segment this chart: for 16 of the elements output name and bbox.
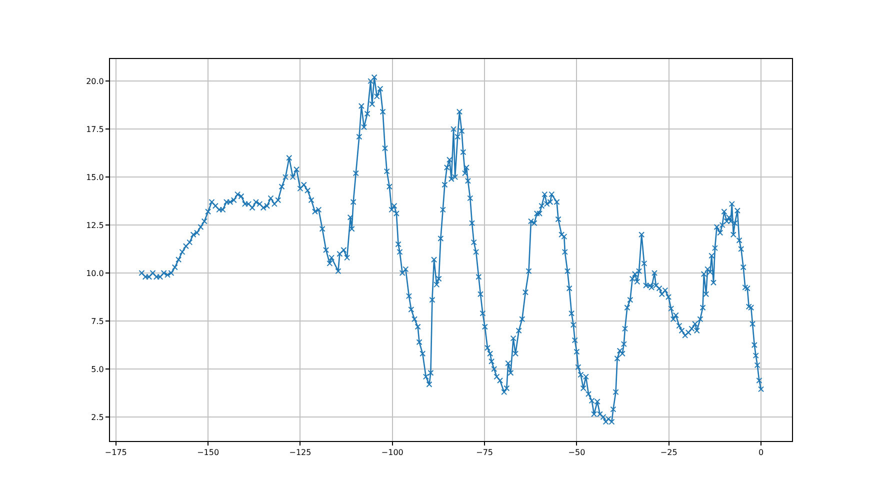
x-tick-label: −25 (660, 448, 678, 458)
x-tick-label: 0 (758, 448, 764, 458)
x-tick-label: −100 (381, 448, 404, 458)
x-tick-label: −50 (568, 448, 586, 458)
y-tick-label: 5.0 (91, 364, 104, 374)
y-tick-label: 12.5 (86, 220, 104, 230)
x-tick-label: −175 (104, 448, 127, 458)
x-tick-label: −125 (289, 448, 312, 458)
y-tick-label: 20.0 (86, 76, 104, 86)
x-tick-label: −150 (197, 448, 220, 458)
y-tick-label: 7.5 (91, 316, 104, 326)
y-tick-label: 10.0 (86, 268, 104, 278)
x-tick-label: −75 (476, 448, 493, 458)
y-tick-label: 17.5 (86, 124, 104, 134)
y-tick-label: 2.5 (91, 412, 104, 422)
y-tick-label: 15.0 (86, 172, 104, 182)
